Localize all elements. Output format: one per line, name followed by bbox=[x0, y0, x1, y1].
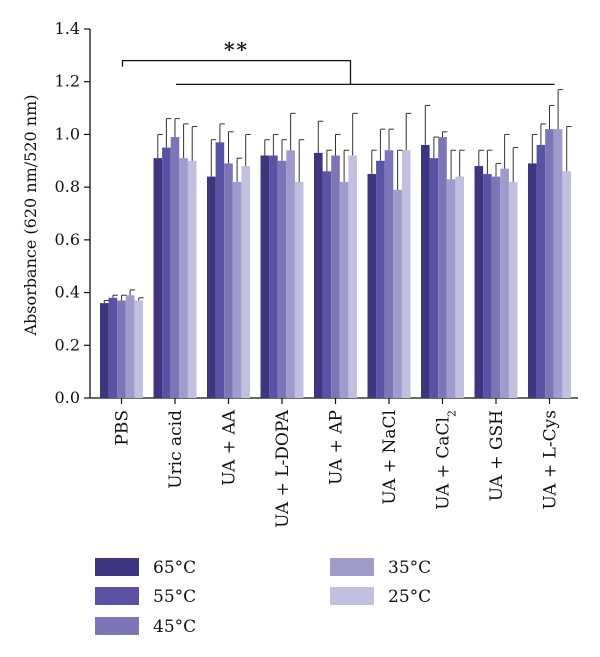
legend-swatch bbox=[95, 617, 139, 635]
bar bbox=[331, 155, 340, 398]
bar bbox=[545, 129, 554, 398]
bar bbox=[314, 152, 323, 398]
bar bbox=[134, 300, 143, 398]
bar bbox=[286, 150, 295, 398]
bar bbox=[100, 303, 109, 398]
y-tick-label: 0.0 bbox=[55, 388, 80, 407]
bar bbox=[322, 171, 332, 398]
bar bbox=[207, 176, 216, 398]
legend-swatch bbox=[330, 558, 374, 576]
bar bbox=[241, 166, 250, 398]
legend-label: 55°C bbox=[153, 587, 196, 607]
bar bbox=[528, 163, 537, 398]
significance-bracket bbox=[121, 59, 352, 85]
legend-swatch bbox=[95, 587, 139, 605]
category-label-subscript: 2 bbox=[445, 410, 458, 417]
bar bbox=[339, 181, 349, 398]
category-label: UA + GSH bbox=[487, 410, 507, 501]
y-tick-label: 0.6 bbox=[55, 230, 80, 249]
bar bbox=[384, 150, 394, 398]
category-label: Uric acid bbox=[166, 410, 186, 489]
bar bbox=[277, 160, 287, 398]
bar bbox=[170, 137, 180, 399]
y-tick-label: 1.4 bbox=[55, 19, 80, 38]
bar bbox=[553, 129, 563, 398]
bar bbox=[187, 160, 197, 398]
bar bbox=[108, 297, 118, 398]
error-bars bbox=[103, 89, 572, 304]
bar bbox=[393, 189, 402, 398]
bar bbox=[438, 137, 447, 399]
category-label: UA + L-Cys bbox=[541, 410, 561, 510]
y-tick-label: 0.4 bbox=[55, 283, 80, 302]
category-labels: PBS Uric acid UA + AA UA + L-DOPA UA + AP UA … bbox=[113, 398, 561, 528]
bar bbox=[367, 173, 377, 398]
legend-swatch bbox=[330, 587, 374, 605]
bar bbox=[117, 300, 126, 398]
category-label: UA + NaCl bbox=[380, 410, 400, 505]
category-label: UA + L-DOPA bbox=[273, 409, 293, 528]
bar bbox=[536, 144, 546, 398]
legend-label: 65°C bbox=[153, 558, 196, 578]
y-tick-label: 0.8 bbox=[55, 177, 80, 196]
legend-label: 25°C bbox=[388, 587, 431, 607]
bar bbox=[294, 181, 304, 398]
bar bbox=[455, 176, 464, 398]
bar bbox=[429, 158, 439, 398]
y-axis-title: Absorbance (620 nm/520 nm) bbox=[21, 95, 40, 337]
bar bbox=[500, 168, 509, 398]
y-tick-label: 1.2 bbox=[55, 72, 80, 91]
legend-swatch bbox=[95, 558, 139, 576]
bar bbox=[491, 176, 501, 398]
category-label: UA + AP bbox=[327, 410, 347, 485]
bar bbox=[260, 155, 270, 398]
legend: 65°C 55°C 45°C 35°C 25°C bbox=[95, 558, 431, 637]
bar bbox=[421, 144, 430, 398]
bar bbox=[376, 160, 385, 398]
bar bbox=[153, 158, 163, 398]
bar bbox=[125, 295, 135, 398]
bar bbox=[562, 171, 571, 398]
bar bbox=[348, 155, 357, 398]
category-label: PBS bbox=[113, 410, 133, 446]
bar bbox=[269, 155, 278, 398]
bar bbox=[483, 173, 492, 398]
bar bbox=[508, 181, 518, 398]
legend-label: 45°C bbox=[153, 617, 196, 637]
bar bbox=[179, 158, 188, 398]
significance-annotation: ** bbox=[121, 38, 555, 85]
significance-label: ** bbox=[224, 38, 249, 62]
bar bbox=[446, 179, 456, 398]
category-label: UA + AA bbox=[220, 409, 240, 485]
bar bbox=[162, 147, 171, 398]
y-tick-label: 0.2 bbox=[55, 335, 80, 354]
bars bbox=[100, 129, 571, 399]
bar bbox=[232, 181, 242, 398]
category-label: UA + CaCl2 bbox=[434, 410, 459, 510]
y-tick-label: 1.0 bbox=[55, 124, 80, 143]
legend-label: 35°C bbox=[388, 558, 431, 578]
bar bbox=[215, 142, 225, 398]
bar bbox=[401, 150, 411, 398]
bar bbox=[224, 163, 233, 398]
bar bbox=[474, 166, 484, 398]
